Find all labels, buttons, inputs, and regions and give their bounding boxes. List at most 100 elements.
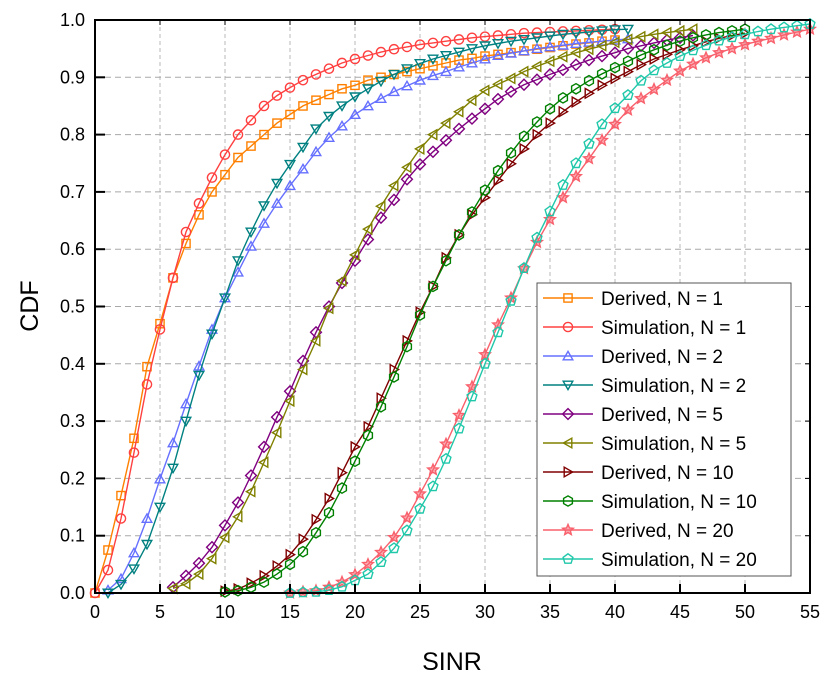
triangle-up-marker (114, 572, 128, 584)
legend-item: Simulation, N = 20 (543, 550, 757, 571)
square-marker (311, 95, 321, 106)
legend-item: Simulation, N = 1 (543, 318, 746, 339)
star-marker (659, 72, 675, 87)
x-tick-label: 5 (155, 602, 165, 622)
circle-marker (206, 172, 218, 183)
x-tick-label: 55 (800, 602, 820, 622)
star-marker (438, 436, 454, 451)
square-marker (103, 545, 113, 555)
circle-marker (349, 53, 361, 65)
triangle-right-marker (649, 52, 660, 66)
pentagon-marker (440, 452, 452, 464)
triangle-down-marker (465, 44, 479, 55)
triangle-right-marker (636, 58, 647, 71)
legend-label: Derived, N = 1 (601, 289, 723, 310)
triangle-left-marker (661, 26, 672, 39)
star-marker (386, 529, 402, 544)
circle-marker (375, 46, 387, 58)
diamond-marker (634, 39, 648, 53)
triangle-down-marker (257, 201, 271, 212)
pentagon-marker (557, 178, 569, 190)
triangle-up-marker (244, 240, 258, 251)
triangle-up-marker (465, 56, 479, 68)
diamond-marker (348, 254, 362, 268)
diamond-marker (335, 276, 349, 290)
circle-marker (128, 447, 140, 458)
pentagon-marker (466, 390, 478, 402)
star-marker (763, 30, 779, 45)
y-tick-label: 0.2 (60, 468, 85, 488)
diamond-marker (218, 519, 232, 532)
star-marker (608, 116, 622, 131)
star-marker (750, 33, 766, 48)
triangle-up-marker (504, 47, 518, 58)
diamond-marker (478, 102, 492, 116)
hexagon-marker (427, 280, 439, 293)
circle-marker (562, 321, 574, 333)
triangle-right-marker (493, 174, 504, 187)
circle-marker (180, 226, 192, 238)
triangle-left-marker (414, 142, 425, 156)
triangle-down-marker (439, 51, 453, 62)
triangle-down-marker (556, 29, 570, 41)
legend-label: Simulation, N = 10 (601, 492, 757, 513)
triangle-left-marker (349, 248, 360, 262)
triangle-right-marker (246, 577, 257, 590)
triangle-down-marker (530, 33, 544, 44)
pentagon-marker (570, 157, 582, 169)
hexagon-marker (562, 495, 574, 507)
circle-marker (414, 39, 426, 50)
triangle-left-marker (531, 60, 542, 73)
circle-marker (193, 198, 205, 209)
hexagon-marker (323, 506, 335, 519)
diamond-marker (374, 211, 388, 225)
triangle-right-marker (558, 105, 569, 118)
diamond-marker (608, 46, 622, 60)
square-marker (402, 66, 412, 77)
pentagon-marker (297, 586, 309, 598)
series-8 (219, 23, 751, 598)
triangle-left-marker (687, 23, 698, 36)
triangle-down-marker (595, 26, 609, 37)
pentagon-marker (453, 422, 465, 434)
pentagon-marker (778, 21, 790, 33)
legend-label: Derived, N = 10 (601, 463, 734, 484)
hexagon-marker (635, 49, 647, 61)
circle-marker (219, 149, 231, 160)
triangle-right-marker (740, 27, 751, 40)
triangle-down-marker (452, 47, 466, 59)
triangle-down-marker (374, 76, 388, 88)
pentagon-marker (401, 524, 413, 536)
triangle-down-marker (582, 27, 596, 39)
y-tick-label: 0.8 (60, 125, 85, 145)
diamond-marker (569, 58, 583, 72)
triangle-left-marker (479, 84, 490, 97)
legend-item: Simulation, N = 2 (543, 376, 746, 397)
triangle-right-marker (285, 548, 296, 561)
circle-marker (167, 272, 179, 284)
triangle-down-marker (179, 416, 193, 428)
x-tick-label: 20 (345, 602, 365, 622)
diamond-marker (439, 133, 453, 147)
triangle-down-marker (621, 24, 635, 36)
circle-marker (388, 43, 400, 55)
legend-label: Derived, N = 20 (601, 521, 734, 542)
triangle-left-marker (180, 577, 191, 590)
x-tick-label: 0 (90, 602, 100, 622)
triangle-right-marker (311, 513, 322, 526)
square-marker (233, 152, 243, 163)
triangle-up-marker (270, 197, 284, 208)
diamond-marker (387, 193, 401, 207)
pentagon-marker (284, 586, 296, 598)
square-marker (337, 83, 347, 94)
square-marker (563, 293, 573, 303)
legend-item: Simulation, N = 10 (543, 492, 757, 513)
circle-marker (258, 100, 270, 112)
star-marker (646, 81, 662, 96)
hexagon-marker (453, 228, 465, 241)
triangle-left-marker (635, 30, 646, 43)
pentagon-marker (622, 89, 634, 101)
diamond-marker (426, 145, 440, 159)
star-marker (685, 56, 701, 71)
